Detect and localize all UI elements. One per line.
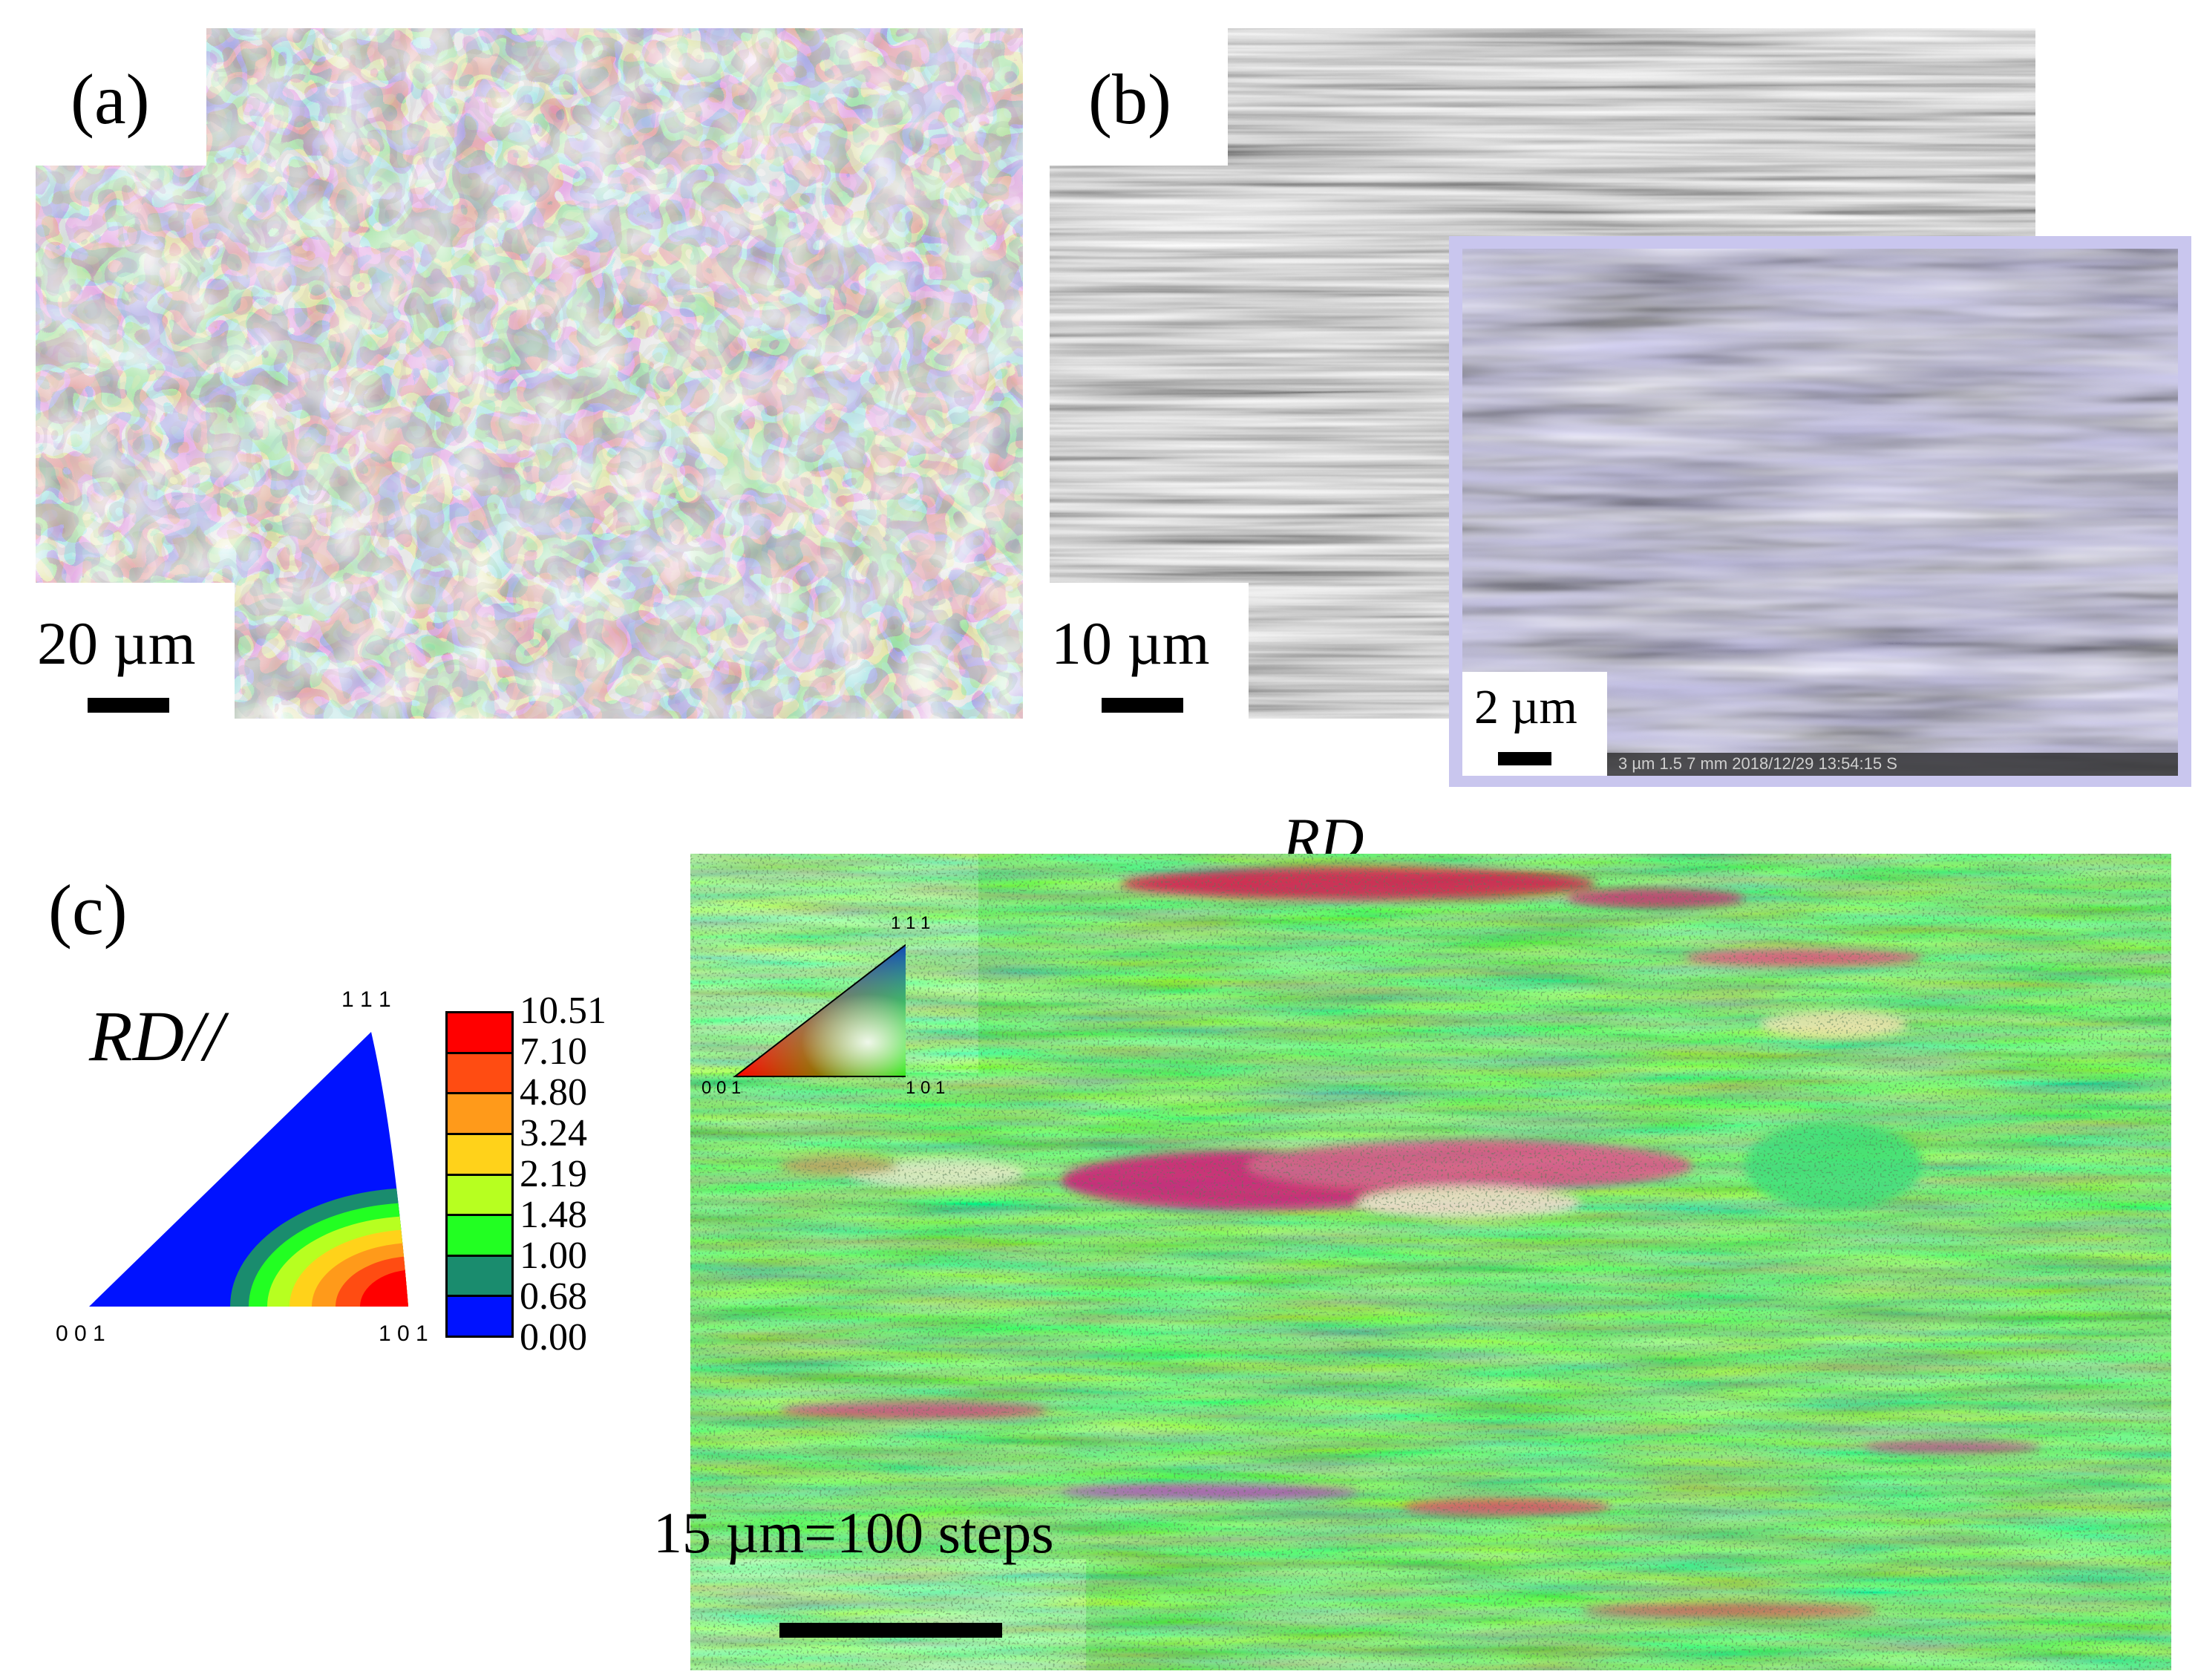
panel-b-label: (b)	[1088, 59, 1171, 139]
ebsd-orientation-map	[690, 854, 2171, 1670]
legend-label: 0.68	[520, 1275, 587, 1318]
panel-a-label: (a)	[71, 59, 150, 139]
inset-footer-text: 3 µm 1.5 7 mm 2018/12/29 13:54:15 S	[1618, 754, 1897, 773]
legend-label: 2.19	[520, 1153, 587, 1195]
inverse-pole-figure	[89, 1032, 408, 1307]
legend-swatch	[448, 1134, 511, 1176]
key-corner-top: 1 1 1	[891, 913, 931, 933]
panel-c-scale-bar	[779, 1623, 1002, 1638]
inset-scale-text: 2 µm	[1474, 680, 1577, 734]
legend-label: 0.00	[520, 1316, 587, 1359]
panel-b: (b) 10 µm 2 µm 3 µm 1.5 7 mm 2018/12/29 …	[1039, 0, 2198, 794]
key-corner-left: 0 0 1	[701, 1078, 742, 1098]
legend-label: 10.51	[520, 990, 606, 1032]
panel-c-scale-text: 15 µm=100 steps	[653, 1500, 1054, 1565]
legend-label: 1.00	[520, 1235, 587, 1277]
legend-swatch	[448, 1094, 511, 1135]
panel-c-label: (c)	[48, 870, 128, 950]
ipf-title: RD//	[89, 996, 224, 1076]
legend-swatch	[448, 1013, 511, 1054]
ipf-corner-right: 1 0 1	[379, 1321, 428, 1346]
legend-swatch	[448, 1216, 511, 1257]
panel-b-scale-text: 10 µm	[1051, 609, 1210, 677]
legend-label: 3.24	[520, 1112, 587, 1154]
legend-swatch	[448, 1256, 511, 1298]
density-legend	[445, 1011, 514, 1338]
legend-label: 4.80	[520, 1071, 587, 1114]
legend-swatch	[448, 1053, 511, 1095]
ipf-corner-left: 0 0 1	[56, 1321, 105, 1346]
panel-c: (c) RD RD// 1 1 1 0 0 1 1 0 1	[0, 794, 2198, 1680]
ipf-corner-top: 1 1 1	[341, 987, 391, 1012]
panel-a-scale-text: 20 µm	[37, 609, 196, 677]
legend-label: 1.48	[520, 1194, 587, 1236]
panel-a-scale-bar	[88, 698, 169, 713]
inset-scale-bar	[1498, 752, 1551, 765]
legend-swatch	[448, 1297, 511, 1336]
legend-label: 7.10	[520, 1030, 587, 1073]
panel-b-scale-bar	[1102, 698, 1183, 713]
ipf-color-key	[733, 944, 906, 1077]
legend-labels: 10.51 7.10 4.80 3.24 2.19 1.48 1.00 0.68 0.00	[520, 989, 638, 1360]
legend-swatch	[448, 1175, 511, 1217]
key-corner-right: 1 0 1	[906, 1078, 946, 1098]
panel-a: (a) 20 µm	[0, 0, 1039, 742]
